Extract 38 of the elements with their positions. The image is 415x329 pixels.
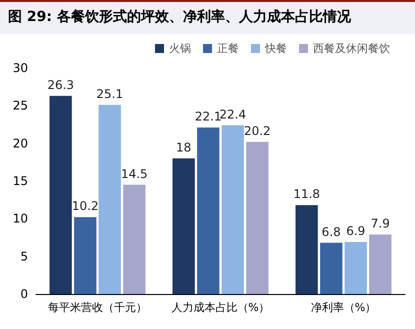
bar	[320, 242, 342, 294]
legend-label: 西餐及休闲餐饮	[313, 42, 390, 55]
y-tick-label: 20	[12, 136, 28, 150]
x-tick-label: 人力成本占比（%）	[171, 301, 270, 314]
y-tick-label: 25	[12, 98, 28, 113]
data-label: 14.5	[120, 166, 148, 181]
bar	[98, 104, 121, 294]
bar	[172, 158, 195, 294]
legend-label: 火锅	[169, 42, 191, 55]
y-tick-label: 5	[20, 249, 28, 264]
legend-label: 正餐	[217, 42, 239, 55]
x-tick-label: 净利率（%）	[310, 301, 376, 314]
data-label: 7.9	[370, 216, 390, 230]
x-tick-label: 每平米营收（千元）	[48, 301, 147, 314]
y-tick-label: 0	[20, 287, 28, 301]
legend-label: 快餐	[264, 42, 287, 55]
y-tick-label: 15	[12, 174, 28, 188]
bar	[50, 96, 72, 294]
data-label: 11.8	[293, 187, 320, 202]
bar	[74, 217, 96, 294]
data-label: 10.2	[72, 199, 99, 214]
data-label: 25.1	[96, 86, 124, 101]
bar	[123, 184, 146, 294]
y-tick-label: 10	[12, 212, 28, 226]
data-label: 22.4	[219, 107, 246, 122]
bar	[246, 142, 268, 294]
bar	[369, 234, 392, 294]
bar	[344, 242, 367, 294]
bar	[296, 205, 318, 294]
chart-title: 图 29: 各餐饮形式的坪效、净利率、人力成本占比情况	[0, 0, 415, 34]
y-tick-label: 30	[12, 61, 28, 75]
data-label: 20.2	[244, 124, 271, 138]
data-label: 26.3	[47, 78, 74, 92]
data-label: 6.8	[322, 224, 341, 239]
data-label: 6.9	[346, 224, 366, 238]
bar	[197, 128, 220, 294]
bar	[222, 125, 244, 294]
data-label: 18	[176, 140, 192, 154]
